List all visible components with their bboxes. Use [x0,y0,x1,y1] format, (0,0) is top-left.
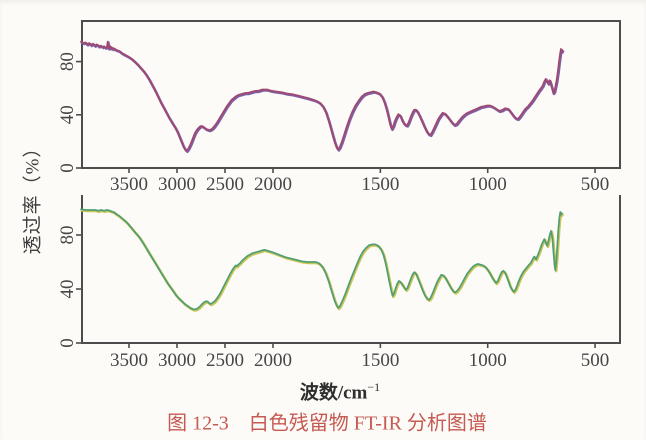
x-axis-title-exponent: −1 [367,380,381,395]
spectrum-curve [80,208,563,311]
x-tick-label: 2500 [206,174,244,195]
plot-frame-open [81,195,621,344]
spectrum-curve [80,40,564,152]
x-tick-label: 1000 [469,350,507,371]
y-tick-label: 80 [57,52,78,71]
x-tick-label: 1000 [469,174,507,195]
y-tick-label: 40 [57,280,78,299]
figure-caption: 图 12-3 白色残留物 FT-IR 分析图谱 [167,412,487,435]
x-tick-label: 3500 [110,350,148,371]
spectrum-curve-shadow [80,41,565,153]
x-axis-title: 波数/cm−1 [300,378,380,405]
x-tick-label: 500 [581,174,610,195]
x-tick-label: 500 [581,350,610,371]
y-tick-label: 0 [57,163,78,173]
x-tick-label: 2000 [254,350,292,371]
y-axis-title: 透过率（%） [22,137,44,255]
y-tick-label: 0 [57,338,78,348]
plot-frame [81,20,621,169]
y-tick-label: 80 [57,226,78,245]
x-tick-label: 1500 [361,174,399,195]
x-tick-label: 2500 [206,350,244,371]
x-tick-label: 3000 [158,350,196,371]
x-tick-label: 1500 [361,350,399,371]
x-tick-label: 3000 [158,174,196,195]
x-tick-label: 2000 [254,174,292,195]
x-axis-title-base: 波数/cm [299,382,368,404]
x-tick-label: 3500 [110,174,148,195]
y-tick-label: 40 [57,105,78,124]
